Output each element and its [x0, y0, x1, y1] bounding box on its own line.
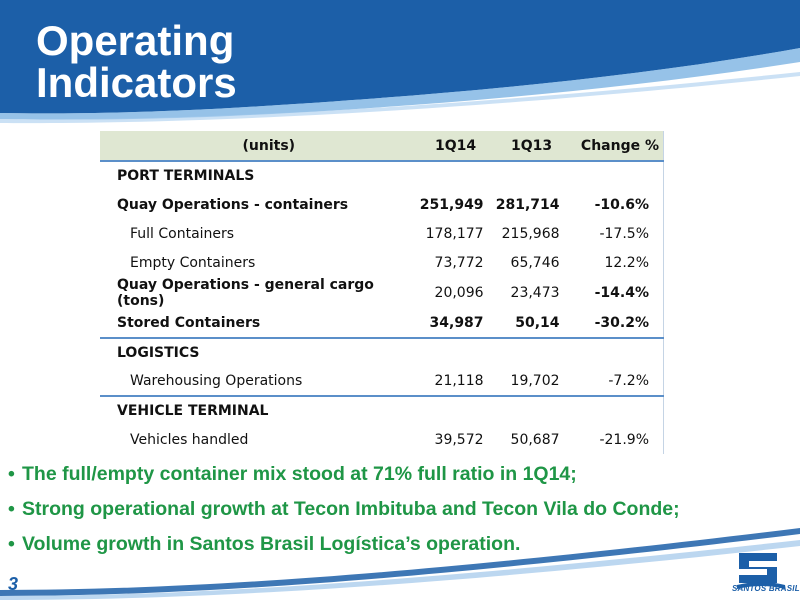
page-number: 3: [8, 574, 19, 594]
page-title: Operating Indicators: [36, 20, 237, 104]
row-label: Vehicles handled: [130, 431, 249, 448]
table-row-section-vehicle-terminal: VEHICLE TERMINAL: [100, 395, 664, 425]
table-row: Quay Operations - general cargo (tons) 2…: [100, 277, 664, 309]
row-value-change: 12.2%: [604, 254, 649, 271]
row-value-1q14: 178,177: [425, 225, 484, 242]
bullet-dot-icon: •: [8, 533, 15, 555]
bullet-item: • The full/empty container mix stood at 7…: [8, 460, 798, 495]
bullet-dot-icon: •: [8, 498, 15, 520]
table-row: Full Containers 178,177 215,968 -17.5%: [100, 219, 664, 248]
row-value-1q13: 19,702: [510, 373, 560, 389]
row-value-change: -17.5%: [599, 225, 649, 242]
row-label: Stored Containers: [117, 315, 261, 331]
header-1q13: 1Q13: [493, 131, 570, 162]
row-value-1q13: 50,14: [515, 315, 560, 331]
row-value-change: -10.6%: [594, 196, 649, 213]
summary-bullets: • The full/empty container mix stood at 7…: [8, 460, 798, 565]
header-change: Change %: [569, 131, 664, 162]
table-row: Stored Containers 34,987 50,14 -30.2%: [100, 309, 664, 338]
row-value-1q14: 251,949: [419, 196, 484, 213]
row-value-change: [569, 395, 664, 425]
bullet-text: Volume growth in Santos Brasil Logística…: [22, 533, 521, 555]
operating-indicators-table-container: (units) 1Q14 1Q13 Change % PORT TERMINAL…: [100, 131, 664, 454]
bullet-item: • Volume growth in Santos Brasil Logístic…: [8, 530, 798, 565]
row-label: Warehousing Operations: [130, 373, 303, 389]
table-header-row: (units) 1Q14 1Q13 Change %: [100, 131, 664, 162]
row-label: Full Containers: [130, 225, 235, 242]
row-label: Quay Operations - containers: [117, 196, 349, 213]
row-value-1q13: [493, 395, 570, 425]
row-value-1q13: [494, 161, 570, 190]
row-value-1q13: 50,687: [510, 431, 560, 448]
row-value-change: -7.2%: [608, 373, 649, 389]
row-value-1q14: 34,987: [429, 315, 484, 331]
table-row-section-port-terminals: PORT TERMINALS: [100, 161, 664, 190]
bullet-text: The full/empty container mix stood at 71…: [22, 463, 577, 485]
table-row: Vehicles handled 39,572 50,687 -21.9%: [100, 425, 664, 454]
footer-wave: [0, 528, 800, 600]
header-1q14: 1Q14: [417, 131, 494, 162]
table-row: Quay Operations - containers 251,949 281…: [100, 190, 664, 219]
table-row: Warehousing Operations 21,118 19,702 -7.…: [100, 367, 664, 396]
row-label: PORT TERMINALS: [117, 168, 255, 184]
row-value-change: -21.9%: [599, 431, 649, 448]
row-value-change: -30.2%: [594, 315, 649, 331]
table-row-section-logistics: LOGISTICS: [100, 337, 664, 367]
row-value-1q13: 65,746: [510, 254, 560, 271]
bullet-text: Strong operational growth at Tecon Imbit…: [22, 498, 680, 520]
bullet-item: • Strong operational growth at Tecon Imbi…: [8, 495, 798, 530]
table-row: Empty Containers 73,772 65,746 12.2%: [100, 248, 664, 277]
row-label: Quay Operations - general cargo (tons): [117, 277, 374, 309]
row-value-1q14: 39,572: [434, 431, 484, 448]
santos-brasil-logo-icon: [737, 553, 785, 589]
row-value-1q13: 215,968: [501, 225, 560, 242]
row-value-change: -14.4%: [594, 285, 649, 301]
row-value-1q14: [418, 161, 494, 190]
row-label: Empty Containers: [130, 254, 256, 271]
row-value-1q14: 21,118: [434, 373, 484, 389]
row-value-change: [569, 337, 664, 367]
row-label: VEHICLE TERMINAL: [100, 395, 418, 425]
operating-indicators-table: (units) 1Q14 1Q13 Change % PORT TERMINAL…: [100, 131, 664, 454]
row-value-1q14: 73,772: [434, 254, 484, 271]
page-title-line-1: Operating: [36, 17, 235, 64]
logo-text: SANTOS BRASIL: [732, 584, 800, 593]
header-units: (units): [100, 131, 418, 162]
row-value-change: [570, 161, 664, 190]
bullet-dot-icon: •: [8, 463, 15, 485]
row-value-1q14: [417, 337, 494, 367]
header-banner: [0, 0, 800, 124]
row-label: LOGISTICS: [100, 337, 418, 367]
row-value-1q13: [493, 337, 570, 367]
row-value-1q13: 23,473: [510, 285, 560, 301]
row-value-1q14: 20,096: [434, 285, 484, 301]
page-title-line-2: Indicators: [36, 59, 237, 106]
row-value-1q13: 281,714: [495, 196, 560, 213]
row-value-1q14: [417, 395, 494, 425]
